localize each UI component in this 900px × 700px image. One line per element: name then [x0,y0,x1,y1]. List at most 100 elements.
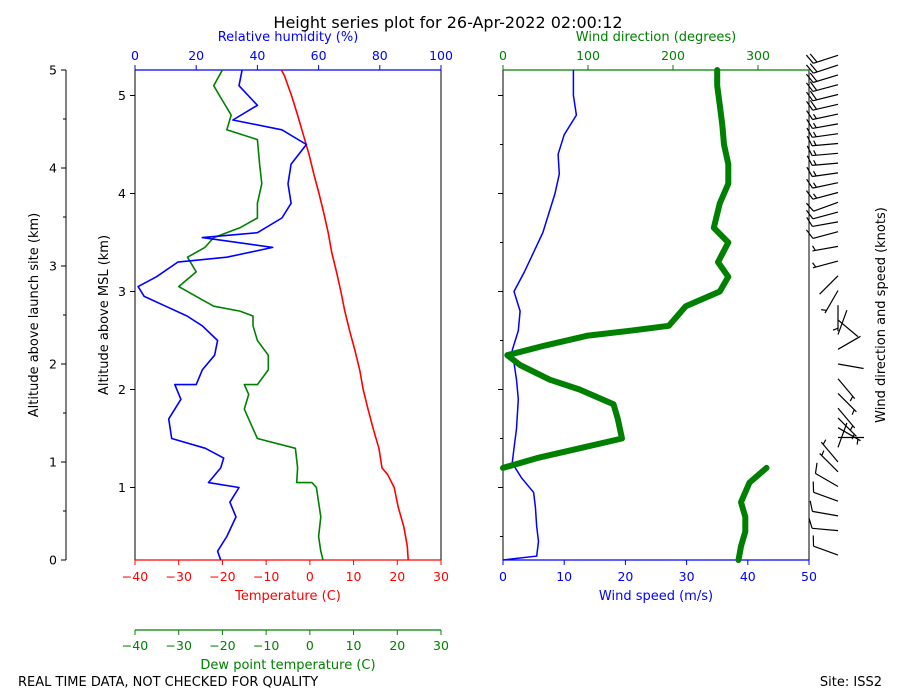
wind-barb [821,290,839,314]
msl-altitude-tick-label: 3 [118,284,126,299]
barb-staff [837,309,848,335]
rh-tick-label: 80 [372,48,388,63]
barb-full [805,82,814,92]
barb-half [832,327,839,331]
barb-full [809,53,818,63]
temperature-tick-label: −30 [166,569,192,584]
barb-full [806,166,813,177]
barb-staff [837,378,856,400]
wind-dir-tick-label: 300 [746,48,770,63]
barb-staff [812,221,839,228]
wind-frame [502,69,810,561]
barb-staff [812,172,839,178]
barb-staff [813,545,839,556]
barb-half [822,439,827,445]
barb-half [821,309,827,312]
wind-barb [837,335,861,350]
wind-barb [812,245,839,252]
wind-barb [806,145,839,157]
wind-barb [806,178,839,189]
wind-speed-tick-label: 10 [556,569,572,584]
barb-staff [812,133,839,138]
wind-barb [837,309,848,335]
wind-barbs: Wind direction and speed (knots) [805,53,889,556]
temperature-tick-label: −40 [122,569,148,584]
wind-barb [805,90,839,102]
dewpoint-tick-label: 0 [306,638,314,653]
wind-barb [812,260,839,269]
wind-barb [806,166,839,178]
barb-half [849,396,854,402]
wind-barb [837,422,848,448]
wind-barb [805,81,839,93]
barb-half [812,262,817,268]
barb-full [805,91,814,102]
barb-full [812,535,815,547]
barb-staff [819,452,839,473]
barb-half [813,170,817,177]
barb-full [805,202,815,212]
barb-half [821,450,825,456]
barb-half [812,245,816,251]
wind-barb [805,229,839,240]
barb-half [813,159,817,166]
barb-half [856,439,859,445]
barb-full [805,190,814,200]
wind-barb [832,305,839,332]
launch-altitude-label: Altitude above launch site (km) [27,213,42,417]
wind-speed-tick-label: 30 [679,569,695,584]
launch-altitude-tick-label: 5 [49,63,57,78]
wind-barb [805,190,839,200]
barb-staff [837,319,859,338]
barb-half [812,122,817,129]
barb-half [813,140,817,146]
wind-barb [837,392,857,415]
barb-staff [812,84,839,93]
barb-full [806,110,814,120]
wind-direction-line [735,464,770,563]
wind-barb [806,135,839,147]
barbs-label: Wind direction and speed (knots) [874,207,889,423]
wind-barb [812,481,839,502]
wind-barb [837,417,857,440]
dewpoint-tick-label: −40 [122,638,148,653]
barb-full [805,54,814,64]
barb-staff [837,363,864,370]
wind-dir-tick-label: 200 [661,48,685,63]
barb-full [806,118,813,129]
barb-full [805,64,814,74]
temperature-tick-label: −20 [209,569,235,584]
dewpoint-tick-label: 10 [346,638,362,653]
temperature-line [280,69,409,561]
barb-staff [812,182,839,189]
barb-full [806,145,813,156]
rh-tick-label: 100 [429,48,453,63]
dewpoint-tick-label: −10 [253,638,279,653]
wind-speed-tick-label: 0 [499,569,507,584]
barb-full [809,500,813,512]
rh-line [137,69,308,561]
barb-staff [837,427,861,442]
msl-altitude-tick-label: 1 [118,480,126,495]
msl-altitude-tick-label: 5 [118,88,126,103]
dewpoint-axis-label: Dew point temperature (C) [200,658,375,673]
wind-barb [808,517,839,532]
barb-half [851,409,855,415]
barb-half [813,193,818,199]
wind-barb [805,209,839,220]
wind-barb [805,63,839,74]
barb-half [849,425,854,431]
dewpoint-tick-label: −30 [166,638,192,653]
msl-altitude-tick-label: 2 [118,382,126,397]
rh-tick-label: 40 [249,48,265,63]
temperature-tick-label: −10 [253,569,279,584]
barb-staff [819,275,839,295]
wind-barb [806,110,839,121]
wind-barb [805,72,839,84]
barb-staff [824,290,839,314]
barb-staff [812,231,839,240]
barb-staff [812,93,839,102]
barb-full [806,100,814,111]
barb-staff [812,191,839,200]
wind-speed-tick-label: 50 [801,569,817,584]
